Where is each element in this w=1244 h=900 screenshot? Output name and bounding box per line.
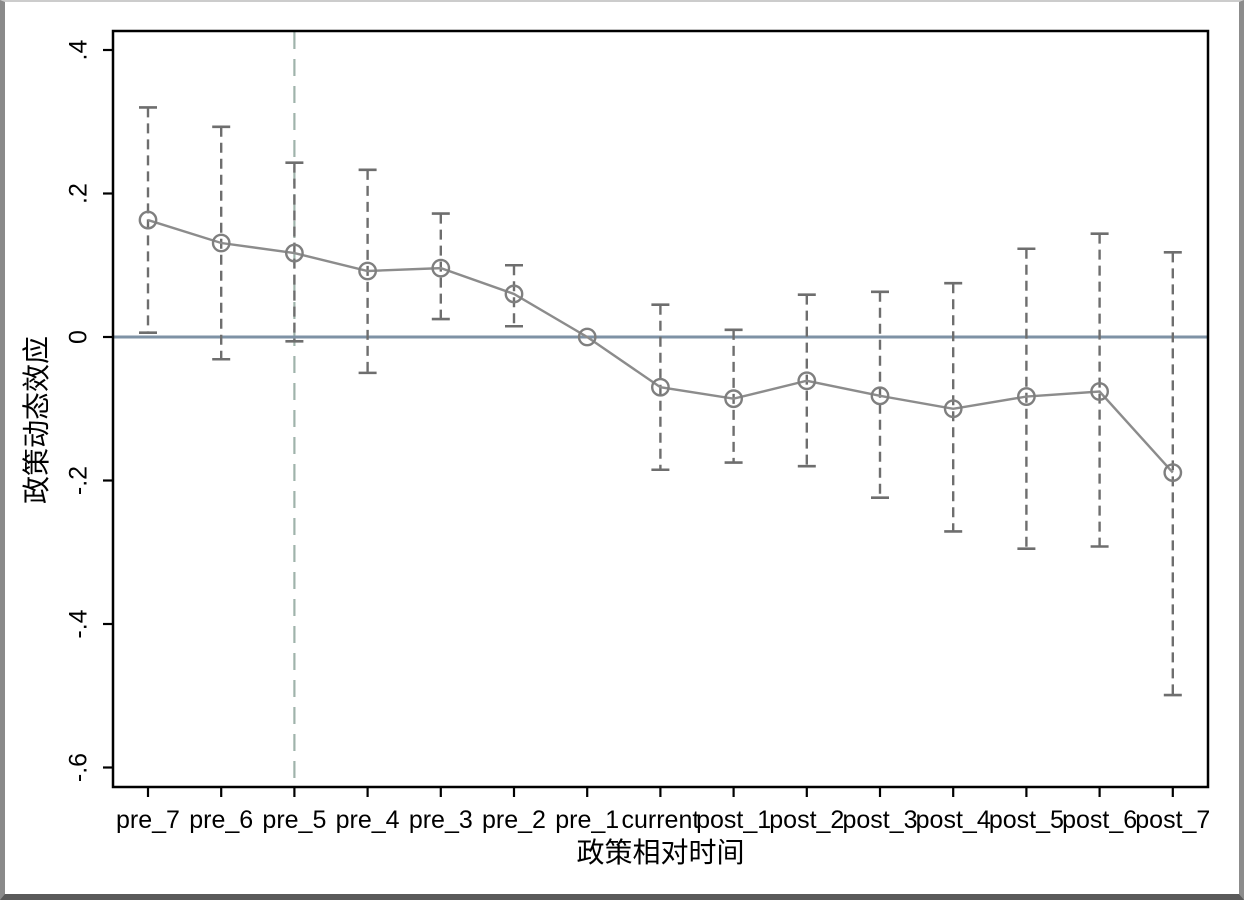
data-point-marker bbox=[1017, 387, 1036, 406]
data-point-marker bbox=[943, 399, 963, 419]
data-point-marker bbox=[651, 377, 670, 397]
y-tick-label: 0 bbox=[65, 330, 93, 344]
ci-bar bbox=[431, 212, 450, 321]
data-point-marker bbox=[870, 386, 890, 406]
ci-bar bbox=[1163, 251, 1182, 697]
y-axis: .4 .2 0 -.2 -.4 -.6 bbox=[65, 39, 113, 782]
coefficient-line bbox=[147, 218, 1174, 474]
x-tick-label: pre_4 bbox=[336, 806, 400, 834]
ci-bar bbox=[1017, 247, 1036, 550]
x-tick-label: pre_1 bbox=[555, 806, 619, 834]
x-tick-label: pre_3 bbox=[409, 806, 473, 834]
ci-bar bbox=[944, 281, 963, 533]
x-tick-label: post_3 bbox=[842, 806, 917, 834]
data-point-marker bbox=[1163, 463, 1183, 483]
data-point-marker bbox=[504, 284, 524, 304]
data-point-marker bbox=[211, 233, 231, 253]
x-tick-label: pre_7 bbox=[116, 806, 180, 834]
x-tick-label: pre_6 bbox=[189, 806, 253, 834]
x-tick-label: post_5 bbox=[989, 806, 1064, 834]
x-tick-label: current bbox=[621, 806, 699, 834]
ci-bar bbox=[724, 328, 743, 464]
data-point-marker bbox=[358, 261, 377, 281]
y-tick-label: .2 bbox=[65, 183, 93, 204]
y-tick-label: .4 bbox=[65, 39, 93, 60]
x-axis-title: 政策相对时间 bbox=[576, 837, 744, 868]
x-tick-label: post_4 bbox=[916, 806, 991, 834]
x-tick-label: post_6 bbox=[1062, 806, 1137, 834]
x-tick-label: post_1 bbox=[696, 806, 771, 834]
x-tick-label: pre_5 bbox=[262, 806, 326, 834]
x-tick-label: post_7 bbox=[1135, 806, 1210, 834]
y-tick-label: -.2 bbox=[65, 466, 93, 495]
data-point-marker bbox=[431, 258, 451, 278]
data-point-marker bbox=[1090, 382, 1110, 401]
data-point-marker bbox=[577, 327, 597, 347]
x-axis: pre_7 pre_6 pre_5 pre_4 pre_3 pre_2 pre_1 curre… bbox=[116, 787, 1210, 834]
y-tick-label: -.6 bbox=[65, 753, 93, 782]
data-point-marker bbox=[724, 389, 743, 409]
y-axis-title: 政策动态效应 bbox=[21, 336, 52, 504]
data-point-marker bbox=[138, 210, 158, 230]
ci-bar bbox=[505, 263, 523, 328]
data-point-marker bbox=[284, 243, 304, 263]
x-tick-label: post_2 bbox=[769, 806, 844, 834]
coefficient-markers bbox=[138, 210, 1183, 483]
ci-bar bbox=[1090, 232, 1109, 548]
data-point-marker bbox=[797, 371, 817, 391]
x-tick-label: pre_2 bbox=[482, 806, 546, 834]
y-tick-label: -.4 bbox=[65, 609, 93, 638]
